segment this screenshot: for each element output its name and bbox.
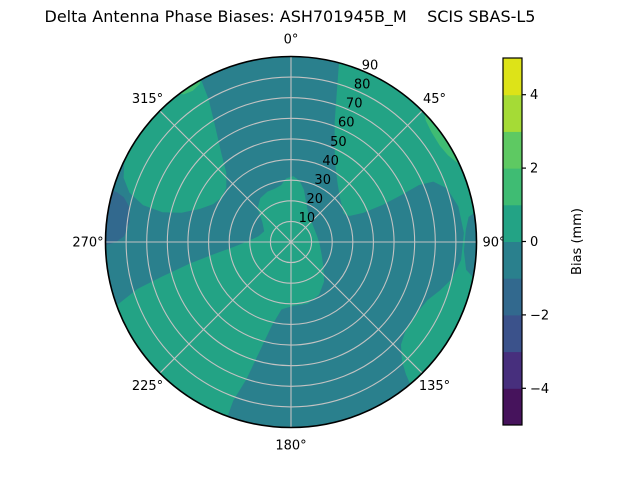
angle-label-90: 90°	[482, 236, 505, 251]
radial-label-90: 90	[362, 59, 379, 74]
grid-spoke-135	[290, 241, 423, 374]
colorbar-band-2-to-3	[503, 131, 522, 169]
grid-spoke-225	[159, 241, 292, 374]
colorbar-tick-label-4: 4	[530, 88, 538, 103]
colorbar-band-0-to-1	[503, 204, 522, 242]
colorbar-band-4-to-5	[503, 58, 522, 96]
radial-label-50: 50	[330, 135, 347, 150]
grid-spoke-45	[290, 110, 423, 243]
angle-label-315: 315°	[132, 92, 163, 107]
colorbar: 4 2 0 −2 −4	[502, 57, 549, 426]
colorbar-tick-label--4: −4	[530, 382, 549, 397]
grid-spoke-315	[159, 110, 292, 243]
colorbar-band--4-to--3	[503, 351, 522, 389]
angle-label-180: 180°	[275, 439, 306, 454]
radial-label-40: 40	[322, 154, 339, 169]
colorbar-tick-label-0: 0	[530, 235, 538, 250]
radial-label-60: 60	[338, 116, 355, 131]
radial-label-70: 70	[346, 97, 363, 112]
angle-label-45: 45°	[423, 92, 446, 107]
colorbar-tick-label--2: −2	[530, 308, 549, 323]
polar-grid	[105, 56, 477, 428]
radial-label-10: 10	[299, 211, 316, 226]
angle-label-225: 225°	[132, 379, 163, 394]
colorbar-band--3-to--2	[503, 314, 522, 353]
radial-label-30: 30	[314, 173, 331, 188]
radial-tick-labels: 10 20 30 40 50 60 70 80 90	[299, 59, 379, 226]
angle-label-270: 270°	[72, 236, 103, 251]
radial-label-20: 20	[307, 192, 324, 207]
contour-region-northeast-rim-sliver	[424, 113, 460, 164]
angle-tick-labels: 0° 45° 90° 135° 180° 225° 270° 315°	[72, 33, 505, 454]
angle-label-135: 135°	[419, 379, 450, 394]
chart-title: Delta Antenna Phase Biases: ASH701945B_M…	[45, 7, 536, 27]
colorbar-band--2-to--1	[503, 278, 522, 316]
colorbar-band--1-to-0	[503, 241, 522, 279]
radial-label-80: 80	[354, 78, 371, 93]
colorbar-tick-label-2: 2	[530, 162, 538, 177]
contour-region-center-southwest	[116, 176, 325, 417]
colorbar-band-1-to-2	[503, 168, 522, 206]
polar-axes-border	[104, 55, 478, 429]
colorbar-band-3-to-4	[503, 94, 522, 132]
colorbar-band--5-to--4	[503, 388, 522, 426]
contour-region-northwest-crescent	[123, 79, 227, 213]
colorbar-label: Bias (mm)	[570, 208, 585, 275]
angle-label-0: 0°	[284, 33, 299, 48]
contour-region-west-edge-blue-patch	[105, 190, 130, 246]
